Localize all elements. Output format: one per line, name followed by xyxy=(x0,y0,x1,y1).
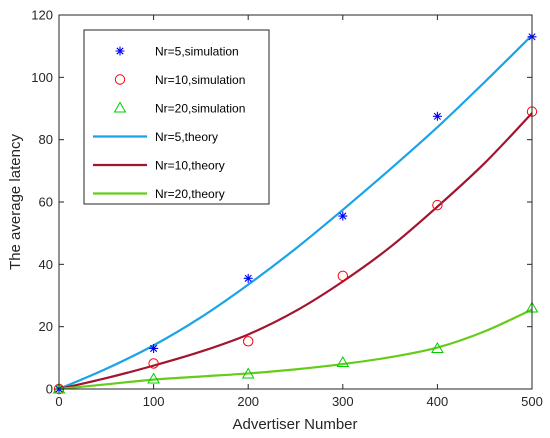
data-point-nr-20-simulation xyxy=(52,382,66,394)
legend-box xyxy=(83,29,270,205)
y-tick-label: 0 xyxy=(46,382,53,397)
data-point-nr-5-simulation xyxy=(432,111,442,121)
x-tick-label: 400 xyxy=(427,394,449,409)
legend-swatch-nr-20-simulation xyxy=(113,101,127,113)
data-point-nr-5-simulation xyxy=(243,273,253,283)
plot-marks xyxy=(52,32,539,395)
x-tick-label: 200 xyxy=(237,394,259,409)
series-line-nr-10-theory xyxy=(58,112,533,391)
y-tick-label: 20 xyxy=(39,319,53,334)
legend-label-nr-10-simulation: Nr=10,simulation xyxy=(155,73,245,87)
data-point-nr-10-simulation xyxy=(337,270,348,282)
x-tick-label: 500 xyxy=(521,394,543,409)
legend-label-nr-5-theory: Nr=5,theory xyxy=(155,130,218,144)
axis-ticks: 0 100 200 300 400 500 0 20 40 60 80 100 120 xyxy=(31,8,543,410)
y-tick-label: 100 xyxy=(31,70,53,85)
data-point-nr-20-simulation xyxy=(336,356,350,368)
data-point-nr-5-simulation xyxy=(338,211,348,221)
data-point-nr-10-simulation xyxy=(148,358,159,369)
y-tick-label: 40 xyxy=(39,257,53,272)
y-tick-label: 60 xyxy=(39,195,53,210)
series-line-nr-20-theory xyxy=(58,308,533,391)
legend-swatch-nr-5-simulation xyxy=(115,46,125,56)
data-point-nr-20-simulation xyxy=(431,341,444,353)
x-tick-label: 300 xyxy=(332,394,354,409)
legend: Nr=5,simulation Nr=10,simulation Nr=20,sim… xyxy=(83,29,270,205)
data-point-nr-10-simulation xyxy=(432,199,443,211)
legend-label-nr-20-simulation: Nr=20,simulation xyxy=(155,102,245,116)
legend-label-nr-20-theory: Nr=20,theory xyxy=(155,187,225,201)
data-point-nr-10-simulation xyxy=(243,336,254,347)
legend-swatch-nr-10-simulation xyxy=(114,74,126,85)
series-line-nr-5-theory xyxy=(58,34,533,391)
y-axis-label: The average latency xyxy=(7,134,24,270)
x-tick-label: 0 xyxy=(55,394,62,409)
data-point-nr-20-simulation xyxy=(241,367,255,379)
data-point-nr-5-simulation xyxy=(149,343,159,353)
data-point-nr-20-simulation xyxy=(147,372,160,384)
y-tick-label: 80 xyxy=(39,132,53,147)
y-tick-label: 120 xyxy=(31,8,53,23)
x-tick-label: 100 xyxy=(143,394,165,409)
x-axis-label: Advertiser Number xyxy=(232,416,357,433)
legend-label-nr-10-theory: Nr=10,theory xyxy=(155,159,225,173)
legend-label-nr-5-simulation: Nr=5,simulation xyxy=(155,45,239,59)
